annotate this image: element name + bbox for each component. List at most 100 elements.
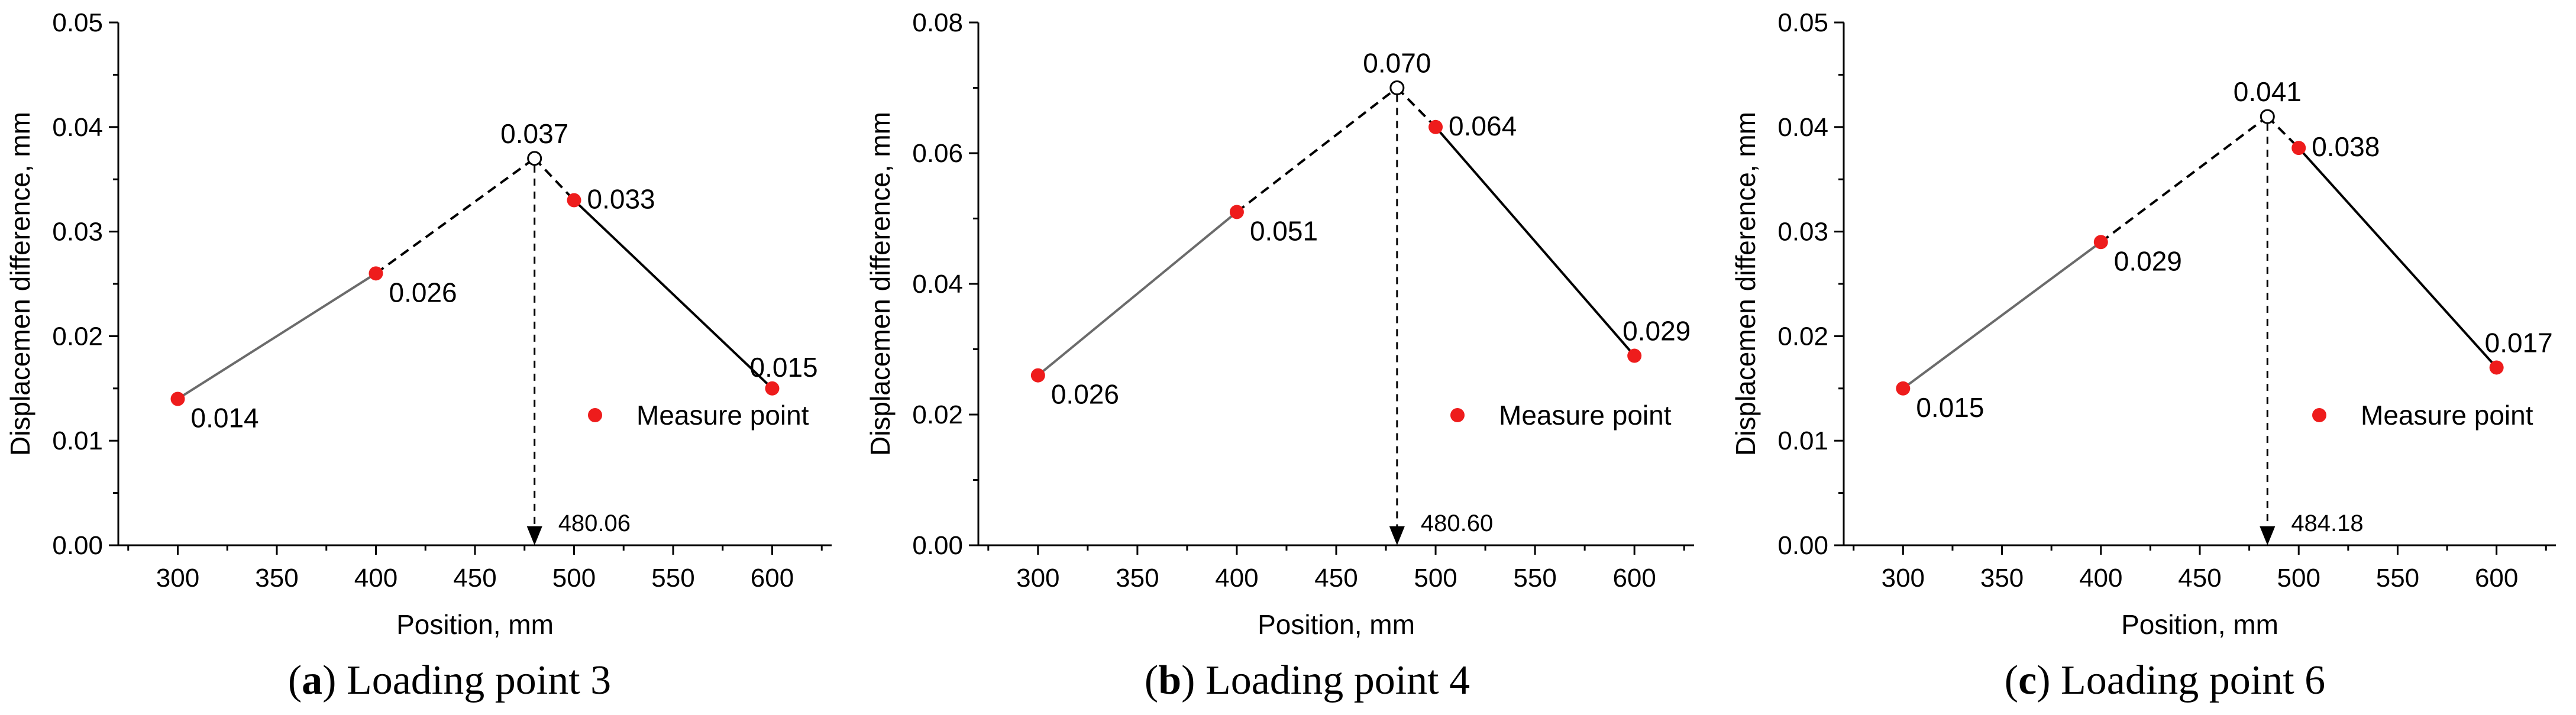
x-tick-label: 400 <box>354 564 397 593</box>
y-tick-label: 0.06 <box>912 139 963 168</box>
x-tick-label: 450 <box>2178 564 2221 593</box>
panel-caption: (b) Loading point 4 <box>1145 658 1470 703</box>
caption-text: Loading point 6 <box>2051 658 2326 703</box>
peak-arrowhead <box>1389 526 1405 545</box>
y-tick-label: 0.04 <box>912 270 963 299</box>
y-tick-label: 0.01 <box>1777 426 1828 455</box>
y-axis-title: Displacemen difference, mm <box>1730 112 1761 456</box>
peak-value-label: 0.041 <box>2234 76 2302 107</box>
peak-position-label: 480.06 <box>558 510 631 536</box>
x-tick-label: 550 <box>651 564 694 593</box>
falling-fit-line <box>573 199 773 390</box>
y-tick-label: 0.04 <box>52 113 103 142</box>
data-label: 0.064 <box>1449 111 1517 141</box>
caption-paren: ( <box>1145 658 1158 703</box>
legend-marker <box>1450 408 1465 422</box>
measure-point <box>1896 381 1911 396</box>
legend-label: Measure point <box>1499 400 1672 431</box>
data-label: 0.029 <box>2114 245 2182 276</box>
caption-letter: c <box>2018 658 2037 703</box>
caption-letter: b <box>1158 658 1181 703</box>
measure-point <box>2291 141 2306 156</box>
chart-panel-a: 0.00 0.01 0.02 0.03 0.04 0.05 300 350 400 450 500 5… <box>5 8 832 703</box>
x-tick-label: 400 <box>1215 564 1258 593</box>
y-tick-label: 0.01 <box>52 426 103 455</box>
x-axis-title: Position, mm <box>2121 609 2278 640</box>
chart-panel-b: 0.00 0.02 0.04 0.06 0.08 300 350 400 450 500 550 60… <box>865 8 1694 703</box>
measure-point <box>1229 205 1244 219</box>
y-tick-label: 0.08 <box>912 8 963 37</box>
falling-extrapolation-line <box>1396 87 1437 128</box>
measure-point <box>2489 360 2504 375</box>
y-tick-label: 0.03 <box>52 218 103 247</box>
y-tick-label: 0.05 <box>52 8 103 37</box>
measure-point <box>170 392 185 406</box>
x-axis-title: Position, mm <box>396 609 554 640</box>
data-label: 0.026 <box>1051 379 1119 410</box>
y-tick-label: 0.02 <box>52 322 103 351</box>
x-tick-label: 300 <box>1882 564 1925 593</box>
data-label: 0.038 <box>2312 131 2380 162</box>
falling-extrapolation-line <box>534 157 575 201</box>
caption-paren: ( <box>288 658 302 703</box>
data-label: 0.026 <box>389 277 457 308</box>
falling-fit-line <box>1434 126 1636 357</box>
x-tick-label: 450 <box>1314 564 1358 593</box>
peak-position-label: 480.60 <box>1421 510 1493 536</box>
y-tick-label: 0.00 <box>1777 531 1828 560</box>
x-tick-label: 350 <box>255 564 298 593</box>
caption-text: Loading point 3 <box>336 658 611 703</box>
x-tick-label: 500 <box>2277 564 2320 593</box>
peak-arrowhead <box>2260 526 2276 545</box>
x-axis-title: Position, mm <box>1258 609 1415 640</box>
caption-paren: ) <box>2037 658 2050 703</box>
x-tick-label: 350 <box>1980 564 2024 593</box>
panel-caption: (a) Loading point 3 <box>288 658 611 703</box>
data-label: 0.015 <box>750 352 818 383</box>
rising-extrapolation-line <box>375 157 535 274</box>
y-tick-label: 0.00 <box>912 531 963 560</box>
x-tick-label: 600 <box>2475 564 2518 593</box>
x-tick-label: 450 <box>453 564 496 593</box>
rising-fit-line <box>1037 211 1238 377</box>
peak-value-label: 0.070 <box>1363 48 1431 79</box>
data-label: 0.029 <box>1622 316 1691 347</box>
y-axis-title: Displacemen difference, mm <box>865 112 896 456</box>
x-tick-label: 500 <box>1414 564 1457 593</box>
peak-value-label: 0.037 <box>500 118 568 149</box>
y-axis-title: Displacemen difference, mm <box>5 112 35 456</box>
legend-marker <box>588 408 602 422</box>
measure-point <box>1030 368 1045 383</box>
x-tick-label: 300 <box>156 564 199 593</box>
panel-caption: (c) Loading point 6 <box>2005 658 2325 703</box>
peak-arrowhead <box>526 526 542 545</box>
measure-point <box>1428 119 1443 134</box>
x-tick-label: 300 <box>1016 564 1059 593</box>
data-label: 0.017 <box>2485 327 2553 358</box>
rising-extrapolation-line <box>2100 115 2268 243</box>
chart-panel-c: 0.00 0.01 0.02 0.03 0.04 0.05 300 350 400 450 500 5… <box>1730 8 2556 703</box>
peak-point <box>1389 80 1405 95</box>
x-tick-label: 550 <box>2376 564 2419 593</box>
data-label: 0.033 <box>587 184 655 215</box>
y-tick-label: 0.02 <box>912 400 963 429</box>
legend-label: Measure point <box>636 400 809 431</box>
data-label: 0.015 <box>1916 392 1984 423</box>
measure-point <box>2093 235 2108 250</box>
data-label: 0.014 <box>191 402 259 433</box>
peak-point <box>2260 109 2275 124</box>
rising-extrapolation-line <box>1236 86 1398 213</box>
y-tick-label: 0.02 <box>1777 322 1828 351</box>
legend-label: Measure point <box>2361 400 2533 431</box>
peak-position-label: 484.18 <box>2291 510 2363 536</box>
y-tick-label: 0.03 <box>1777 218 1828 247</box>
caption-letter: a <box>302 658 322 703</box>
x-tick-label: 500 <box>552 564 596 593</box>
measure-point <box>567 193 581 208</box>
peak-point <box>527 151 542 166</box>
rising-fit-line <box>177 272 377 400</box>
measure-point <box>369 266 383 281</box>
x-tick-label: 550 <box>1513 564 1556 593</box>
legend-marker <box>2312 408 2326 422</box>
caption-paren: ( <box>2005 658 2018 703</box>
